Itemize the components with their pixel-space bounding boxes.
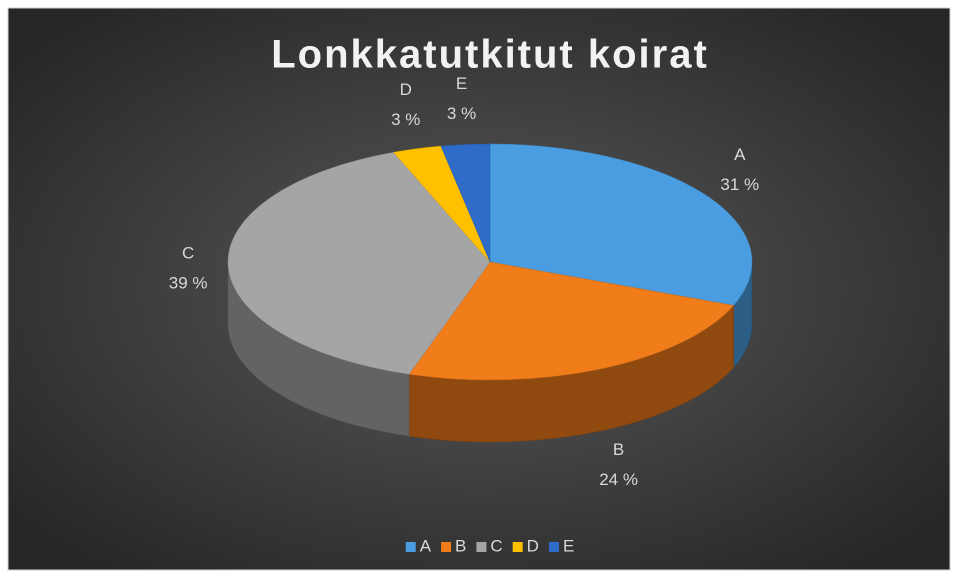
data-label: 39 % bbox=[169, 274, 208, 293]
legend-swatch bbox=[405, 542, 416, 552]
data-label: 3 % bbox=[447, 104, 476, 123]
legend-label: A bbox=[420, 536, 432, 555]
data-label-name: C bbox=[182, 244, 194, 263]
slice bbox=[227, 152, 491, 375]
chart-title: Lonkkatutkitut koirat bbox=[271, 33, 709, 77]
legend-label: E bbox=[563, 536, 574, 555]
data-label-name: B bbox=[613, 440, 624, 459]
data-label: 24 % bbox=[599, 470, 638, 489]
legend-swatch bbox=[476, 542, 487, 552]
legend-swatch bbox=[512, 542, 523, 552]
slice bbox=[489, 143, 753, 306]
slice bbox=[408, 261, 735, 381]
legend-swatch bbox=[441, 542, 452, 552]
data-label: 3 % bbox=[391, 110, 420, 129]
data-label: 31 % bbox=[720, 175, 759, 194]
legend-swatch bbox=[548, 542, 559, 552]
legend-label: D bbox=[527, 536, 539, 555]
legend-label: C bbox=[490, 536, 502, 555]
data-label-name: E bbox=[456, 74, 467, 93]
legend-label: B bbox=[455, 536, 466, 555]
data-label-name: D bbox=[400, 80, 412, 99]
slice bbox=[440, 143, 491, 263]
data-label-name: A bbox=[734, 145, 746, 164]
